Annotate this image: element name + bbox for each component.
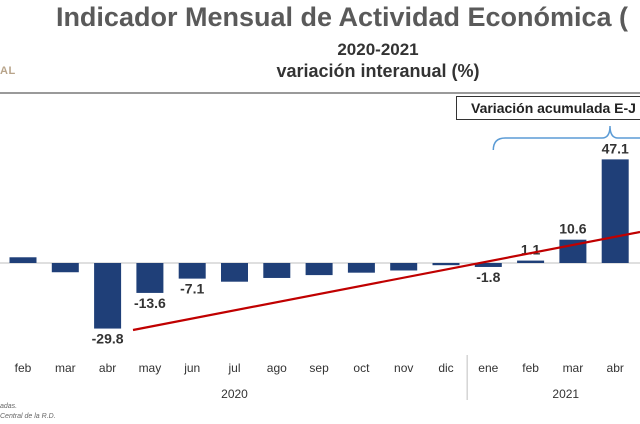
bar-may-3	[136, 263, 164, 293]
accumulated-variation-callout: Variación acumulada E-J	[456, 96, 640, 120]
bar-mar-1	[51, 263, 79, 273]
bar-dic-10	[432, 263, 460, 266]
x-tick-label-2: abr	[99, 361, 116, 375]
bar-feb-0	[9, 257, 37, 263]
accumulated-period-brace	[492, 125, 640, 151]
data-label-13: 10.6	[559, 221, 586, 237]
bar-sep-7	[305, 263, 333, 276]
trend-line	[132, 230, 640, 332]
x-tick-label-3: may	[139, 361, 162, 375]
x-tick-label-0: feb	[15, 361, 32, 375]
chart-subtitle-measure: variación interanual (%)	[276, 61, 480, 81]
bar-jul-5	[221, 263, 248, 282]
data-label-14: 47.1	[602, 140, 629, 156]
bar-oct-8	[347, 263, 375, 273]
bar-feb-12	[517, 260, 545, 263]
bar-ago-6	[263, 263, 291, 278]
brand-logo-fragment: AL	[0, 65, 16, 77]
source-note-line-2: Central de la R.D.	[0, 413, 56, 420]
data-label-3: -13.6	[134, 295, 166, 311]
bar-abr-14	[601, 159, 629, 263]
x-tick-label-9: nov	[394, 361, 413, 375]
source-note-line-1: adas.	[0, 403, 18, 410]
x-tick-label-1: mar	[55, 361, 76, 375]
x-tick-label-6: ago	[267, 361, 287, 375]
bar-abr-2	[94, 263, 122, 329]
year-label-2021: 2021	[552, 387, 579, 401]
x-tick-label-5: jul	[227, 361, 240, 375]
data-label-4: -7.1	[180, 281, 204, 297]
bar-jun-4	[178, 263, 206, 279]
header-divider	[0, 92, 640, 94]
x-tick-label-11: ene	[478, 361, 498, 375]
x-tick-label-8: oct	[353, 361, 370, 375]
x-tick-label-10: dic	[438, 361, 453, 375]
data-label-11: -1.8	[476, 269, 500, 285]
x-tick-label-12: feb	[522, 361, 539, 375]
data-label-2: -29.8	[92, 331, 124, 347]
x-tick-label-4: jun	[183, 361, 200, 375]
chart-title: Indicador Mensual de Actividad Económica…	[55, 2, 629, 32]
x-tick-label-14: abr	[607, 361, 624, 375]
bar-ene-11	[474, 263, 502, 267]
chart-subtitle-years: 2020-2021	[337, 40, 419, 59]
x-tick-label-13: mar	[563, 361, 584, 375]
year-label-2020: 2020	[221, 387, 248, 401]
x-tick-label-7: sep	[309, 361, 329, 375]
bar-nov-9	[390, 263, 418, 271]
